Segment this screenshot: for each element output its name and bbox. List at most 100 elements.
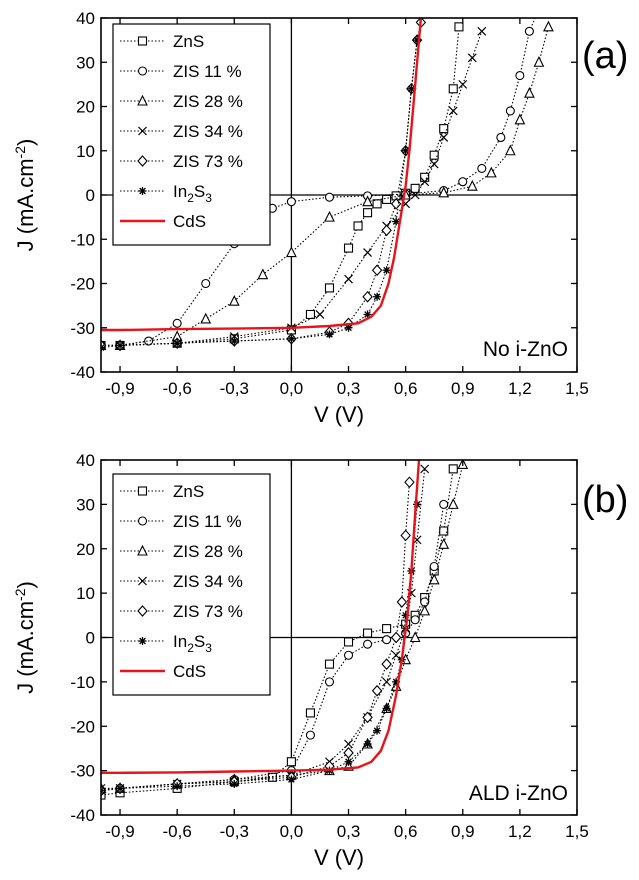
data-point	[382, 704, 391, 713]
data-point	[439, 526, 449, 536]
data-point	[371, 684, 383, 697]
data-point	[404, 476, 415, 489]
legend-label: ZIS 28 %	[173, 92, 243, 111]
x-tick-label: 1,2	[508, 822, 532, 841]
legend-item: ZnS	[120, 32, 204, 51]
legend-item: ZIS 73 %	[120, 152, 243, 171]
data-point	[381, 658, 392, 670]
legend-item: ZIS 28 %	[120, 542, 243, 561]
data-point	[172, 318, 182, 328]
legend-item: ZnS	[120, 482, 204, 501]
data-point	[362, 711, 373, 724]
data-point	[363, 628, 373, 638]
data-point	[343, 637, 354, 647]
data-point	[410, 183, 420, 193]
y-tick-label: 30	[76, 495, 95, 514]
x-tick-label: 0,9	[451, 379, 475, 398]
x-tick-label: 1,5	[565, 822, 589, 841]
x-tick-label: -0,3	[220, 822, 249, 841]
data-point	[363, 639, 373, 649]
legend-label: ZnS	[173, 482, 204, 501]
data-point	[467, 53, 477, 63]
y-tick-label: 30	[76, 53, 95, 72]
legend-marker	[137, 516, 148, 526]
data-point	[101, 790, 106, 800]
data-point	[438, 538, 450, 549]
legend-label: ZIS 34 %	[173, 572, 243, 591]
data-point	[533, 56, 545, 67]
data-point	[324, 192, 335, 202]
x-tick-label: 0,3	[337, 822, 361, 841]
x-tick-label: -0,3	[220, 379, 249, 398]
data-point	[429, 159, 439, 169]
x-tick-label: 1,2	[508, 379, 532, 398]
x-tick-label: 1,5	[565, 379, 589, 398]
data-point	[439, 133, 449, 142]
data-point	[287, 334, 296, 343]
data-point	[173, 782, 182, 791]
data-point	[344, 274, 353, 284]
data-point	[305, 708, 315, 718]
panel-a: -0,9 -0,6 -0,3 0,0 0,3 0,6 0,9 1,2 1,5 40 30 20 10 0 -…	[12, 9, 628, 427]
data-point	[362, 290, 373, 303]
data-point	[458, 177, 468, 187]
legend-label: CdS	[173, 662, 206, 681]
data-point	[439, 124, 449, 134]
series-line	[101, 26, 460, 346]
legend-marker	[137, 544, 148, 556]
y-tick-label: -40	[70, 806, 95, 825]
x-axis-title: V (V)	[314, 402, 364, 427]
legend-marker	[137, 155, 148, 167]
data-point	[325, 330, 334, 339]
y-tick-label: -20	[70, 275, 95, 294]
data-point	[343, 747, 354, 759]
legend-label: CdS	[173, 212, 206, 231]
data-point	[429, 150, 439, 160]
data-point	[477, 26, 487, 36]
data-point	[410, 615, 420, 625]
data-point	[390, 631, 402, 644]
data-point	[420, 464, 430, 474]
y-tick-label: -30	[70, 762, 95, 781]
data-point	[144, 336, 154, 346]
y-tick-label: 10	[76, 584, 95, 603]
panel-b: -0,9 -0,6 -0,3 0,0 0,3 0,6 0,9 1,2 1,5 40 30 20 10 0 -…	[12, 451, 628, 870]
legend-item: In2S3	[120, 632, 212, 655]
data-point	[200, 312, 212, 324]
data-point	[410, 190, 420, 200]
data-point	[324, 283, 335, 293]
data-point	[173, 339, 182, 348]
data-point	[448, 106, 458, 116]
y-tick-label: 0	[86, 186, 95, 205]
series-cds	[101, 18, 423, 332]
x-axis-title: V (V)	[314, 845, 364, 870]
data-point	[344, 757, 353, 766]
data-point	[477, 163, 487, 173]
data-point	[230, 337, 239, 346]
data-point	[543, 20, 554, 32]
panel-label: (b)	[582, 479, 628, 521]
legend-item: ZIS 11 %	[120, 512, 242, 531]
legend-item: ZIS 34 %	[120, 572, 243, 591]
data-point	[448, 84, 458, 94]
x-tick-label: 0,3	[337, 379, 361, 398]
y-tick-label: 20	[76, 98, 95, 117]
data-point	[466, 179, 478, 191]
data-point	[448, 464, 458, 474]
x-tick-label: -0,6	[163, 822, 192, 841]
series-line	[101, 26, 549, 346]
legend-marker	[137, 66, 148, 76]
data-point	[400, 529, 411, 542]
legend: ZnS ZIS 11 % ZIS 28 % ZIS 34 % ZIS 73 % In2S3…	[112, 23, 271, 246]
data-point	[101, 786, 105, 795]
data-point	[353, 221, 363, 231]
x-tick-label: 0,9	[451, 822, 475, 841]
data-point	[382, 635, 392, 645]
y-tick-label: 40	[76, 451, 95, 470]
data-point	[514, 113, 526, 125]
data-point	[381, 224, 392, 237]
y-tick-label: 20	[76, 540, 95, 559]
data-point	[286, 197, 296, 207]
series-line	[101, 460, 421, 774]
y-tick-label: 10	[76, 142, 95, 161]
